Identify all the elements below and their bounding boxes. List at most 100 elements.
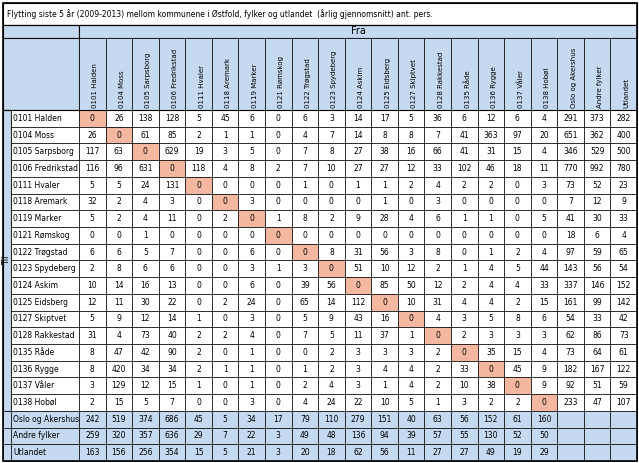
Text: 27: 27	[459, 448, 469, 457]
Bar	[11, 177, 79, 194]
Text: 0: 0	[488, 364, 493, 374]
Bar	[11, 110, 79, 127]
Text: 30: 30	[141, 298, 150, 307]
Bar	[504, 177, 531, 194]
Text: 0128 Rakkestad: 0128 Rakkestad	[438, 52, 443, 108]
Bar	[291, 227, 318, 244]
Bar	[584, 210, 610, 227]
Bar	[318, 361, 344, 377]
Text: 2: 2	[435, 264, 440, 273]
Bar	[371, 110, 398, 127]
Bar	[185, 311, 212, 327]
Text: 5: 5	[90, 214, 95, 223]
Bar	[584, 227, 610, 244]
Text: 0: 0	[276, 364, 281, 374]
Bar	[584, 344, 610, 361]
Bar	[531, 110, 557, 127]
Bar	[3, 444, 11, 461]
Bar	[610, 294, 637, 311]
Bar	[610, 327, 637, 344]
Bar	[265, 327, 291, 344]
Text: 346: 346	[563, 147, 578, 156]
Text: 129: 129	[112, 382, 126, 390]
Bar	[11, 277, 79, 294]
Bar	[477, 244, 504, 260]
Bar	[477, 194, 504, 210]
Text: 0111 Hvaler: 0111 Hvaler	[199, 65, 204, 108]
Bar	[584, 377, 610, 394]
Bar	[158, 244, 185, 260]
Text: 6: 6	[542, 314, 546, 324]
Bar	[451, 210, 477, 227]
Bar	[318, 427, 344, 444]
Bar	[291, 277, 318, 294]
Bar	[584, 160, 610, 177]
Bar	[238, 361, 265, 377]
Text: 6: 6	[595, 231, 599, 240]
Bar	[451, 127, 477, 144]
Text: 1: 1	[302, 364, 307, 374]
Text: 0: 0	[223, 348, 227, 357]
Bar	[185, 260, 212, 277]
Text: 1: 1	[462, 264, 466, 273]
Bar	[212, 344, 238, 361]
Text: 143: 143	[564, 264, 578, 273]
Bar	[185, 144, 212, 160]
Bar	[398, 294, 424, 311]
Bar	[504, 210, 531, 227]
Text: 2: 2	[515, 398, 520, 407]
Bar	[344, 361, 371, 377]
Text: 4: 4	[435, 181, 440, 190]
Bar	[265, 127, 291, 144]
Text: 0: 0	[276, 281, 281, 290]
Text: 0135 Råde: 0135 Råde	[13, 348, 54, 357]
Text: 0: 0	[223, 248, 227, 257]
Bar	[504, 110, 531, 127]
Text: 31: 31	[88, 331, 97, 340]
Text: 0: 0	[196, 264, 201, 273]
Bar	[451, 110, 477, 127]
Text: 2: 2	[488, 181, 493, 190]
Text: 0: 0	[196, 281, 201, 290]
Text: 10: 10	[406, 298, 416, 307]
Text: 163: 163	[85, 448, 100, 457]
Bar	[11, 411, 79, 427]
Bar	[265, 344, 291, 361]
Text: 102: 102	[457, 164, 472, 173]
Bar	[105, 38, 132, 110]
Bar	[212, 194, 238, 210]
Bar	[424, 160, 451, 177]
Bar	[185, 411, 212, 427]
Text: 15: 15	[194, 448, 203, 457]
Text: 12: 12	[406, 264, 416, 273]
Bar	[610, 311, 637, 327]
Bar	[398, 377, 424, 394]
Bar	[158, 277, 185, 294]
Bar	[504, 411, 531, 427]
Bar	[477, 311, 504, 327]
Bar	[212, 294, 238, 311]
Bar	[79, 394, 105, 411]
Bar	[158, 361, 185, 377]
Bar	[291, 444, 318, 461]
Bar	[371, 160, 398, 177]
Text: 4: 4	[143, 214, 148, 223]
Bar	[105, 377, 132, 394]
Text: 182: 182	[564, 364, 578, 374]
Bar	[344, 110, 371, 127]
Text: 4: 4	[542, 114, 546, 123]
Bar	[212, 210, 238, 227]
Bar	[344, 210, 371, 227]
Text: 5: 5	[116, 181, 121, 190]
Text: 2: 2	[515, 248, 520, 257]
Bar	[132, 327, 158, 344]
Text: 0105 Sarpsborg: 0105 Sarpsborg	[13, 147, 74, 156]
Text: 38: 38	[380, 147, 389, 156]
Text: 0: 0	[276, 231, 281, 240]
Text: 11: 11	[167, 214, 177, 223]
Bar	[185, 110, 212, 127]
Bar	[424, 311, 451, 327]
Text: 29: 29	[194, 432, 203, 440]
Bar	[371, 177, 398, 194]
Bar	[344, 394, 371, 411]
